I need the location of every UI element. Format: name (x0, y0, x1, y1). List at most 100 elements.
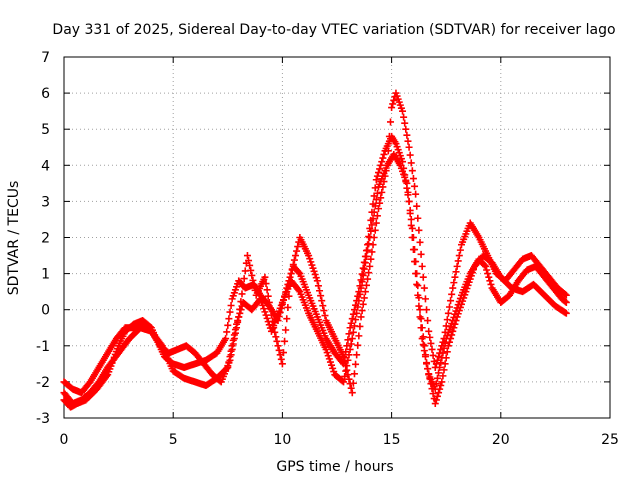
data-point (320, 307, 328, 315)
data-point (246, 261, 254, 269)
data-point (281, 337, 289, 345)
data-point (403, 179, 411, 187)
data-point (418, 324, 426, 332)
data-point (306, 255, 314, 263)
data-point (448, 331, 456, 339)
data-point (352, 360, 360, 368)
data-point (407, 159, 415, 167)
data-point (416, 238, 424, 246)
data-point (295, 268, 303, 276)
data-point (326, 358, 334, 366)
data-point (275, 346, 283, 354)
data-point (445, 303, 453, 311)
data-point (259, 301, 267, 309)
data-point (454, 257, 462, 265)
data-point (370, 208, 378, 216)
data-point (307, 258, 315, 266)
data-point (369, 241, 377, 249)
data-point (425, 327, 433, 335)
data-point (353, 309, 361, 317)
data-point (408, 224, 416, 232)
data-point (443, 316, 451, 324)
data-point (228, 345, 236, 353)
data-point (227, 351, 235, 359)
data-point (439, 338, 447, 346)
data-point (229, 340, 237, 348)
data-point (372, 196, 380, 204)
data-point (451, 320, 459, 328)
data-point (317, 292, 325, 300)
data-point (381, 172, 389, 180)
data-point (406, 151, 414, 159)
data-point (404, 188, 412, 196)
x-axis-title: GPS time / hours (276, 459, 393, 475)
data-point (349, 379, 357, 387)
data-point (409, 234, 417, 241)
data-point (271, 328, 279, 336)
data-point (480, 261, 488, 269)
y-tick-label: 6 (41, 86, 50, 102)
data-point (340, 353, 348, 361)
data-point (468, 269, 476, 277)
data-point (368, 221, 376, 229)
data-point (365, 240, 373, 248)
series-track-2 (60, 150, 570, 408)
data-point (355, 332, 363, 340)
data-point (441, 328, 449, 336)
data-point (463, 284, 471, 292)
data-point (424, 317, 432, 325)
data-point (374, 205, 382, 213)
data-point (374, 169, 382, 177)
data-point (452, 268, 460, 276)
data-point (323, 349, 331, 357)
data-point (487, 280, 495, 288)
y-tick-label: -1 (36, 339, 50, 355)
data-point (419, 341, 427, 349)
data-point (383, 161, 391, 169)
y-tick-label: 2 (41, 231, 50, 247)
data-point (448, 290, 456, 298)
data-point (379, 154, 387, 162)
data-point (454, 310, 462, 318)
data-point (435, 369, 443, 377)
data-point (562, 309, 570, 317)
data-point (438, 378, 446, 386)
data-point (439, 372, 447, 380)
data-point (312, 274, 320, 282)
data-point (361, 259, 369, 267)
data-point (295, 286, 303, 294)
data-point (440, 366, 448, 374)
data-point (445, 338, 453, 346)
data-point (348, 315, 356, 323)
data-point (447, 335, 455, 343)
data-point (248, 271, 256, 279)
data-point (341, 357, 349, 365)
data-point (405, 197, 413, 205)
data-point (382, 167, 390, 175)
data-point (343, 366, 351, 374)
data-point (414, 214, 422, 222)
data-point (356, 290, 364, 298)
data-point (459, 297, 467, 305)
data-point (466, 275, 474, 283)
data-point (364, 246, 372, 254)
data-point (288, 265, 296, 273)
data-point (313, 277, 321, 285)
data-point (319, 302, 327, 310)
data-point (415, 302, 423, 310)
data-point (449, 327, 457, 335)
data-point (412, 258, 420, 266)
data-point (340, 378, 348, 386)
data-point (263, 314, 271, 322)
data-point (344, 336, 352, 344)
data-point (378, 188, 386, 196)
data-point (433, 374, 441, 382)
data-point (364, 275, 372, 283)
data-point (346, 345, 354, 353)
series-track-3 (60, 89, 570, 397)
x-tick-label: 25 (601, 432, 619, 448)
data-point (258, 298, 266, 306)
data-point (376, 199, 384, 207)
data-point (372, 219, 380, 227)
data-point (482, 262, 490, 270)
